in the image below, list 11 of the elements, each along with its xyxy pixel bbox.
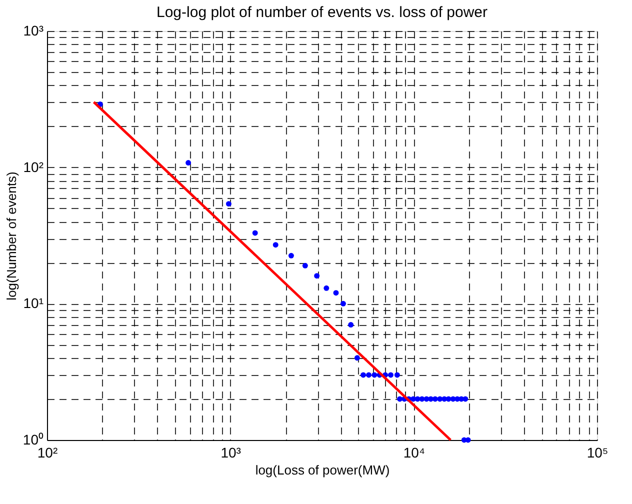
x-tick-label: 10³ (220, 444, 242, 460)
x-tick-label: 10⁵ (586, 444, 608, 460)
x-axis-title: log(Loss of power(MW) (255, 462, 390, 478)
y-tick-label: 10² (23, 158, 44, 175)
y-tick-label: 10¹ (23, 295, 44, 312)
y-axis-title: log(Number of events) (4, 172, 19, 300)
y-tick-label: 10⁰ (22, 432, 44, 448)
x-tick-label: 10⁴ (403, 444, 425, 460)
y-tick-label: 10³ (23, 22, 44, 38)
chart-title: Log-log plot of number of events vs. loss of power (156, 4, 488, 21)
x-tick-label: 10² (37, 444, 58, 460)
